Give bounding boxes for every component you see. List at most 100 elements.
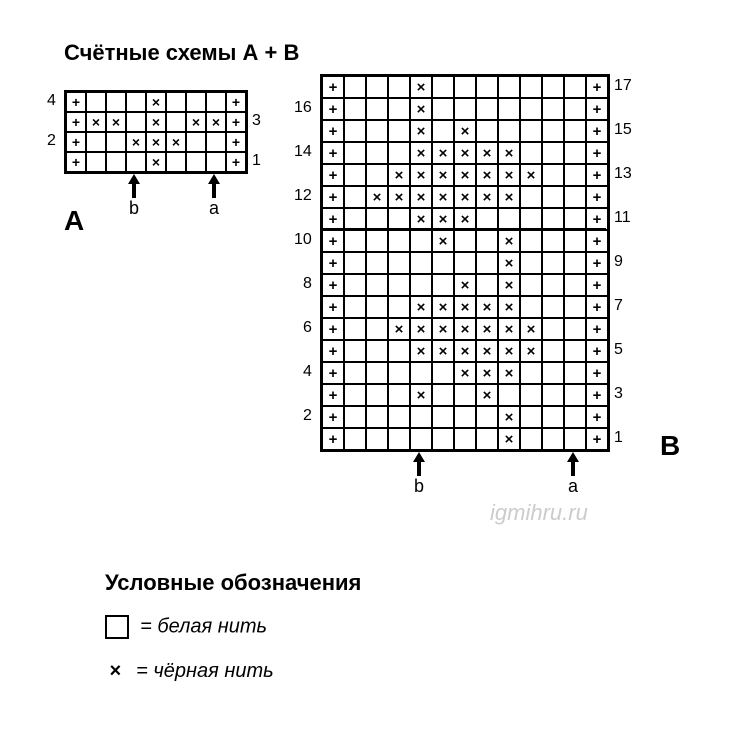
chart-a-cell: [206, 92, 226, 112]
chart-b-arrow-a: a: [565, 452, 581, 497]
chart-b-grid: +×++×++××++×××××++×××××××++×××××××++×××+…: [320, 74, 610, 452]
legend-black-text: = чёрная нить: [136, 660, 274, 682]
chart-b-cell: [542, 252, 564, 274]
chart-b-row: +××××××+: [322, 340, 608, 362]
chart-b-cell: [344, 362, 366, 384]
chart-b-cell: +: [322, 76, 344, 98]
chart-b-cell: [344, 76, 366, 98]
chart-a-cell: ×: [126, 132, 146, 152]
chart-b-cell: ×: [520, 164, 542, 186]
chart-a-cell: [126, 152, 146, 172]
chart-b-cell: ×: [388, 164, 410, 186]
chart-b-cell: ×: [410, 318, 432, 340]
chart-b-cell: [564, 428, 586, 450]
chart-b-cell: [564, 76, 586, 98]
chart-b-cell: ×: [454, 274, 476, 296]
chart-b-cell: +: [586, 428, 608, 450]
chart-b-rownum-right: 13: [614, 165, 632, 183]
chart-b-cell: [498, 384, 520, 406]
chart-b-cell: [476, 98, 498, 120]
chart-b-cell: [454, 98, 476, 120]
watermark: igmihru.ru: [490, 500, 588, 526]
chart-b-cell: +: [586, 142, 608, 164]
chart-b-cell: ×: [432, 208, 454, 230]
chart-a-arrow-a: a: [206, 174, 222, 219]
chart-b-cell: ×: [498, 230, 520, 252]
chart-b-cell: [564, 274, 586, 296]
chart-b-cell: [476, 406, 498, 428]
chart-b-cell: [564, 230, 586, 252]
chart-a-row: +×××××+: [66, 112, 246, 132]
chart-b-cell: [432, 76, 454, 98]
chart-b-cell: [520, 230, 542, 252]
chart-b-cell: [476, 208, 498, 230]
chart-b-cell: ×: [454, 340, 476, 362]
chart-b-cell: ×: [410, 186, 432, 208]
chart-b-cell: [366, 120, 388, 142]
chart-a-cell: +: [226, 152, 246, 172]
chart-b-cell: [388, 384, 410, 406]
chart-b-cell: [542, 406, 564, 428]
chart-b-cell: [520, 296, 542, 318]
chart-b-cell: [498, 98, 520, 120]
chart-b-rownum-left: 6: [303, 319, 312, 337]
chart-b-cell: [520, 186, 542, 208]
chart-b-cell: [432, 384, 454, 406]
chart-b-cell: [520, 384, 542, 406]
chart-b-cell: [542, 120, 564, 142]
chart-a-cell: ×: [146, 132, 166, 152]
chart-b-cell: [432, 274, 454, 296]
chart-b-cell: [366, 428, 388, 450]
chart-b-cell: +: [322, 406, 344, 428]
chart-b-cell: ×: [410, 142, 432, 164]
chart-a-cell: [126, 112, 146, 132]
legend-white-icon: [105, 615, 129, 639]
chart-b-cell: [454, 76, 476, 98]
chart-a-cell: [166, 152, 186, 172]
chart-b-cell: [366, 318, 388, 340]
chart-b-cell: [542, 274, 564, 296]
chart-b-cell: [344, 252, 366, 274]
chart-b-cell: [454, 406, 476, 428]
chart-b-rownum-left: 12: [294, 187, 312, 205]
chart-a-cell: [86, 132, 106, 152]
chart-b-cell: [366, 98, 388, 120]
chart-b-cell: [388, 274, 410, 296]
chart-b-cell: ×: [476, 384, 498, 406]
chart-b-cell: +: [586, 274, 608, 296]
chart-b-cell: ×: [498, 406, 520, 428]
chart-b-row: +×××××××+: [322, 318, 608, 340]
chart-b-row: +××+: [322, 384, 608, 406]
chart-b-cell: ×: [476, 318, 498, 340]
chart-b-cell: ×: [432, 230, 454, 252]
chart-b-cell: [542, 340, 564, 362]
chart-b-rownum-left: 8: [303, 275, 312, 293]
chart-b-cell: [564, 252, 586, 274]
chart-b-cell: [366, 384, 388, 406]
chart-b-cell: [432, 362, 454, 384]
chart-b-cell: [366, 76, 388, 98]
chart-a-cell: [86, 92, 106, 112]
chart-b-cell: +: [586, 252, 608, 274]
chart-a-cell: +: [66, 152, 86, 172]
chart-b-cell: +: [586, 98, 608, 120]
chart-b-cell: [344, 406, 366, 428]
chart-b-cell: ×: [454, 208, 476, 230]
chart-b-cell: ×: [498, 142, 520, 164]
chart-b-cell: [432, 120, 454, 142]
chart-a-row: +×+: [66, 92, 246, 112]
chart-a-cell: [106, 92, 126, 112]
chart-b-cell: +: [322, 274, 344, 296]
chart-b-cell: [520, 120, 542, 142]
chart-b-cell: +: [322, 230, 344, 252]
chart-b-cell: ×: [520, 318, 542, 340]
chart-b-cell: +: [322, 428, 344, 450]
chart-b-cell: [344, 340, 366, 362]
chart-b-cell: +: [586, 208, 608, 230]
chart-b-cell: [498, 208, 520, 230]
chart-b-cell: ×: [454, 120, 476, 142]
chart-b-cell: [564, 296, 586, 318]
chart-b-row: +×××××+: [322, 296, 608, 318]
legend-title: Условные обозначения: [105, 570, 361, 596]
chart-b-cell: [476, 274, 498, 296]
